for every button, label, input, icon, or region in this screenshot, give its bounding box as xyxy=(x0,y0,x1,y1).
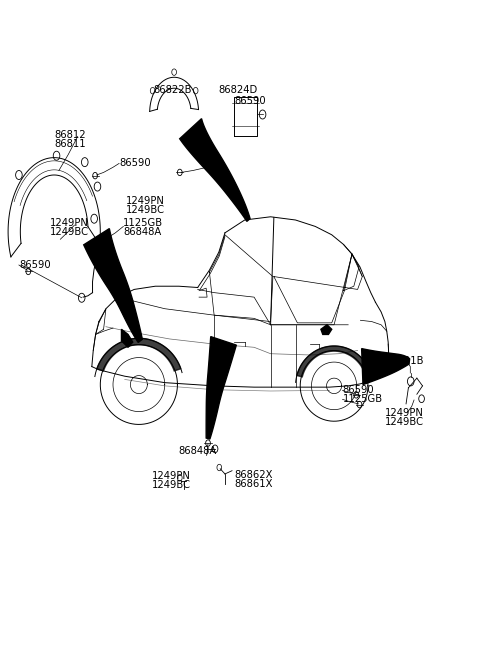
Text: 86590: 86590 xyxy=(19,260,50,270)
Text: 1249PN: 1249PN xyxy=(126,196,165,207)
Text: 1249PN: 1249PN xyxy=(152,471,191,481)
Polygon shape xyxy=(84,228,143,342)
Text: 86812: 86812 xyxy=(54,130,86,140)
Text: 86590: 86590 xyxy=(119,158,151,169)
Polygon shape xyxy=(97,338,181,371)
Text: 86590: 86590 xyxy=(234,96,266,106)
Text: 1249BC: 1249BC xyxy=(385,417,424,427)
Text: 86848A: 86848A xyxy=(123,227,162,237)
Polygon shape xyxy=(180,119,250,221)
Polygon shape xyxy=(206,337,236,439)
Text: 1249BC: 1249BC xyxy=(49,227,88,237)
Text: 86824D: 86824D xyxy=(219,85,258,95)
Text: 86821B: 86821B xyxy=(386,356,424,367)
Text: 1125GB: 1125GB xyxy=(343,394,383,404)
Polygon shape xyxy=(297,346,372,377)
Polygon shape xyxy=(361,348,409,384)
Text: 86861X: 86861X xyxy=(234,479,273,489)
Text: 1249PN: 1249PN xyxy=(49,218,88,228)
Text: 1249PN: 1249PN xyxy=(385,408,424,418)
Text: 1125GB: 1125GB xyxy=(123,218,164,228)
Polygon shape xyxy=(121,329,133,347)
Text: 86811: 86811 xyxy=(54,139,86,149)
Text: 1249BC: 1249BC xyxy=(126,205,165,215)
Text: 86862X: 86862X xyxy=(234,470,273,480)
Text: 86848A: 86848A xyxy=(179,447,217,457)
Text: 1249BC: 1249BC xyxy=(152,480,191,490)
Text: 86590: 86590 xyxy=(343,385,374,396)
Polygon shape xyxy=(321,325,332,335)
Text: 86822B: 86822B xyxy=(153,85,192,95)
